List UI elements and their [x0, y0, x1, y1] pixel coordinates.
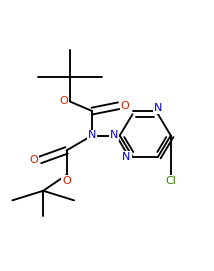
Text: N: N — [88, 131, 96, 140]
Text: N: N — [110, 131, 118, 140]
Text: O: O — [121, 101, 129, 111]
Text: Cl: Cl — [165, 176, 176, 186]
Text: N: N — [122, 152, 131, 162]
Text: O: O — [62, 176, 71, 186]
Text: O: O — [29, 155, 38, 165]
Text: N: N — [154, 103, 162, 113]
Text: O: O — [59, 96, 68, 107]
